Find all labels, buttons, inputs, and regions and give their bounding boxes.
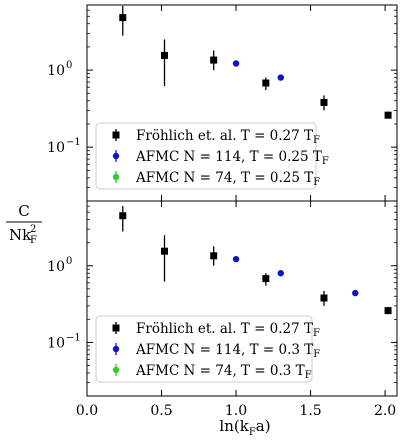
legend-label: Fröhlich et. al. T = 0.27 TF (136, 321, 320, 339)
y-tick-exponent: −1 (66, 137, 81, 148)
legend-marker-square (112, 131, 120, 139)
legend-label: Fröhlich et. al. T = 0.27 TF (136, 128, 320, 146)
x-tick-label: 2.0 (374, 403, 396, 419)
y-axis-label: C Nk 2 F (6, 202, 42, 246)
legend-label: AFMC N = 74, T = 0.3 TF (135, 363, 312, 381)
data-point-square (320, 294, 328, 302)
legend-label-main: AFMC N = 74, T = 0.25 T (135, 170, 313, 186)
y-tick-label: 10 (47, 63, 65, 79)
data-point-square (161, 247, 168, 255)
x-label-sub: F (249, 427, 256, 438)
legend-marker-circle (112, 152, 120, 160)
legend-label-main: AFMC N = 74, T = 0.3 T (135, 363, 305, 379)
y-tick-exponent: −1 (66, 332, 81, 343)
legend-marker-circle (112, 345, 120, 353)
data-point-circle (232, 60, 240, 67)
data-point-square (119, 212, 127, 220)
legend-label: AFMC N = 114, T = 0.25 TF (135, 149, 329, 167)
legend-box (95, 122, 317, 190)
legend-label: AFMC N = 114, T = 0.3 TF (135, 342, 320, 360)
data-point-square (262, 275, 270, 283)
data-point-square (320, 98, 328, 106)
y-tick-label: 10 (47, 259, 65, 275)
data-point-square (119, 14, 127, 22)
series-1 (232, 60, 284, 81)
x-axis-label: ln(kFa) (219, 417, 270, 438)
data-point-square (262, 79, 270, 87)
legend-label-sub: F (313, 135, 320, 146)
legend-label-sub: F (313, 177, 320, 188)
series-1 (232, 255, 359, 297)
x-label-tail: a) (256, 417, 271, 435)
y-tick-label: 10 (47, 335, 65, 351)
x-tick-label: 1.0 (225, 403, 247, 419)
y-tick-exponent: 0 (66, 60, 72, 71)
data-point-square (384, 307, 392, 315)
legend-label-main: Fröhlich et. al. T = 0.27 T (136, 128, 313, 144)
data-point-square (384, 111, 392, 119)
x-tick-label: 0.5 (150, 403, 172, 419)
x-label-main: ln(k (219, 417, 249, 435)
y-label-superscript: 2 (30, 224, 36, 235)
y-label-denominator: Nk (9, 226, 32, 244)
y-label-subscript: F (30, 235, 37, 246)
legend-label-sub: F (313, 328, 320, 339)
legend-label-sub: F (313, 349, 320, 360)
x-tick-label: 1.5 (299, 403, 321, 419)
data-point-square (210, 252, 218, 260)
data-point-circle (352, 289, 359, 297)
y-tick-exponent: 0 (66, 256, 72, 267)
series-0 (119, 206, 392, 315)
legend-marker-circle (112, 173, 120, 181)
plot-frame (86, 200, 398, 397)
data-point-circle (232, 255, 240, 263)
legend-marker-square (112, 324, 120, 332)
x-tick-label: 0.0 (76, 403, 98, 419)
y-label-denominator-main: Nk (9, 226, 32, 244)
data-point-square (161, 51, 168, 59)
legend-box (95, 315, 313, 383)
y-tick-label: 10 (47, 140, 65, 156)
legend-label-main: AFMC N = 114, T = 0.3 T (135, 342, 313, 358)
legend-label-sub: F (322, 156, 329, 167)
legend-label: AFMC N = 74, T = 0.25 TF (135, 170, 320, 188)
legend-marker-circle (112, 366, 120, 374)
y-label-numerator: C (18, 202, 29, 220)
data-point-circle (277, 270, 284, 277)
legend-label-sub: F (305, 370, 312, 381)
legend-label-main: Fröhlich et. al. T = 0.27 T (136, 321, 313, 337)
series-0 (119, 5, 392, 119)
data-point-square (210, 56, 218, 64)
legend-label-main: AFMC N = 114, T = 0.25 T (135, 149, 322, 165)
data-point-circle (277, 74, 284, 81)
